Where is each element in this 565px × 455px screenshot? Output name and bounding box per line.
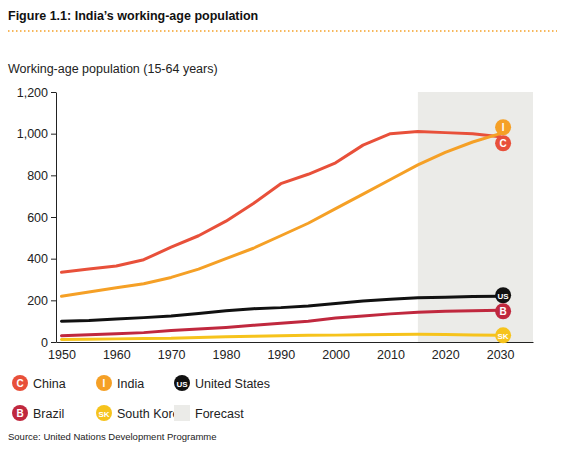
legend-label: India — [117, 377, 144, 391]
x-tick: 2030 — [487, 342, 515, 362]
x-tick: 1960 — [103, 342, 131, 362]
series-line — [61, 132, 500, 273]
forecast-region — [418, 92, 533, 342]
legend-item: Forecast — [174, 405, 244, 421]
x-tick-label: 2010 — [377, 348, 405, 362]
y-tick: 800 — [27, 169, 56, 183]
end-marker — [495, 119, 511, 135]
series-line — [61, 310, 500, 335]
legend-item: US United States — [174, 375, 270, 391]
legend-swatch-label: US — [176, 380, 188, 389]
y-tick-label: 400 — [27, 252, 48, 266]
x-tick: 1970 — [158, 342, 186, 362]
y-tick: 600 — [27, 211, 56, 225]
y-tick-mark — [51, 134, 56, 135]
y-tick-mark — [51, 175, 56, 176]
end-marker — [495, 135, 511, 151]
y-axis: 0 200 400 600 800 1,000 1,200 — [17, 86, 57, 350]
y-tick: 400 — [27, 252, 56, 266]
y-tick-label: 1,200 — [17, 86, 48, 100]
plot-area — [61, 92, 533, 342]
series-line — [61, 334, 500, 339]
x-tick: 2020 — [432, 342, 460, 362]
y-tick: 1,000 — [17, 127, 56, 141]
legend-swatch-label: SK — [98, 410, 109, 419]
x-tick-label: 1990 — [267, 348, 295, 362]
y-axis-line — [56, 93, 57, 343]
end-marker-label: SK — [498, 332, 509, 341]
legend-swatch-label: C — [16, 378, 23, 389]
y-tick-mark — [51, 300, 56, 301]
legend-item: SKSouth Korea — [96, 405, 187, 421]
end-marker — [495, 287, 511, 303]
subtitle: Working-age population (15-64 years) — [8, 62, 218, 76]
title: Figure 1.1: India’s working-age populati… — [8, 9, 258, 23]
end-marker-label: I — [502, 122, 505, 133]
y-tick-label: 600 — [27, 211, 48, 225]
x-tick-label: 1960 — [103, 348, 131, 362]
legend-swatch — [12, 375, 28, 391]
end-marker-label: B — [499, 306, 506, 317]
x-tick-label: 2020 — [432, 348, 460, 362]
x-axis: 1950 1960 1970 1980 1990 2000 2010 2020 2030 — [48, 342, 533, 362]
legend-label: Forecast — [195, 407, 244, 421]
x-tick-label: 1980 — [213, 348, 241, 362]
x-tick: 1980 — [213, 342, 241, 362]
x-tick-label: 2030 — [487, 348, 515, 362]
y-tick-mark — [51, 217, 56, 218]
x-axis-line — [57, 342, 534, 343]
x-tick-label: 2000 — [322, 348, 350, 362]
legend-label: United States — [195, 377, 270, 391]
y-tick: 200 — [27, 294, 56, 308]
y-tick: 1,200 — [17, 86, 56, 100]
end-marker-label: US — [498, 292, 510, 301]
legend-item: I India — [96, 375, 144, 391]
end-markers: CI US B SK — [495, 119, 511, 343]
end-marker — [495, 327, 511, 343]
y-tick-label: 0 — [41, 336, 48, 350]
legend-item: C China — [12, 375, 66, 391]
legend-label: Brazil — [33, 407, 64, 421]
legend-swatch — [174, 375, 190, 391]
legend: C China I India US United States B Brazil SKSout… — [12, 375, 270, 421]
series-line — [61, 134, 500, 296]
y-tick-mark — [51, 259, 56, 260]
y-tick-label: 800 — [27, 169, 48, 183]
x-tick: 1950 — [48, 342, 76, 362]
legend-item: B Brazil — [12, 405, 64, 421]
series-line — [61, 296, 500, 321]
legend-swatch — [174, 405, 190, 421]
legend-swatch — [96, 405, 112, 421]
legend-swatch — [96, 375, 112, 391]
x-tick-label: 1950 — [48, 348, 76, 362]
legend-label: China — [33, 377, 66, 391]
chart: Figure 1.1: India’s working-age populati… — [0, 0, 565, 455]
legend-swatch-label: I — [103, 378, 106, 389]
y-tick-mark — [51, 92, 56, 93]
end-marker — [495, 303, 511, 319]
source: Source: United Nations Development Progr… — [8, 431, 217, 442]
title-rule — [8, 30, 557, 32]
x-tick: 2000 — [322, 342, 350, 362]
end-marker-label: C — [499, 138, 506, 149]
x-tick: 2010 — [377, 342, 405, 362]
x-tick-label: 1970 — [158, 348, 186, 362]
y-tick-mark — [51, 342, 56, 343]
y-tick-label: 1,000 — [17, 127, 48, 141]
legend-swatch — [12, 405, 28, 421]
y-tick-label: 200 — [27, 294, 48, 308]
legend-swatch-label: B — [16, 408, 23, 419]
x-tick: 1990 — [267, 342, 295, 362]
